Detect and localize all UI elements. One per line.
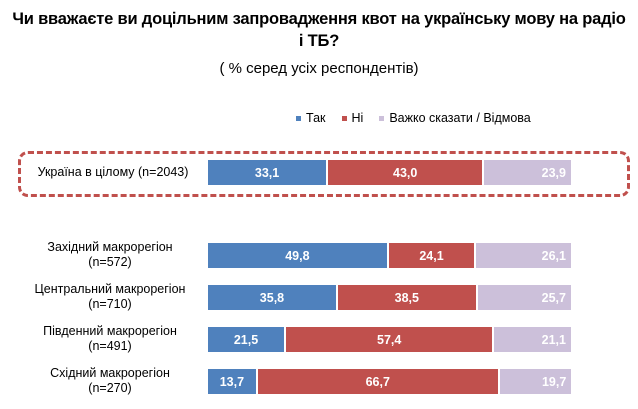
data-label: 38,5 (394, 290, 419, 305)
category-label: Південний макрорегіон (n=491) (20, 324, 200, 354)
category-label-line: Західний макрорегіон (47, 240, 173, 254)
bar-segment-no: 24,1 (388, 243, 477, 268)
category-label: Центральний макрорегіон (n=710) (20, 282, 200, 312)
data-label: 35,8 (259, 290, 285, 305)
data-label: 19,7 (541, 374, 567, 389)
data-label: 23,9 (541, 165, 566, 180)
category-label-line: Центральний макрорегіон (34, 282, 186, 296)
data-label: 49,8 (285, 248, 310, 263)
data-label: 24,1 (419, 248, 444, 263)
legend-item-no: Ні (341, 111, 364, 125)
bar-segment-no: 66,7 (257, 369, 500, 394)
stacked-bar: 21,5 57,4 21,1 (208, 327, 571, 352)
data-label: 13,7 (219, 374, 245, 389)
stacked-bar: 49,8 24,1 26,1 (208, 243, 571, 268)
legend-label-no: Ні (351, 111, 364, 125)
category-label-line: (n=491) (88, 339, 132, 353)
category-label-line: Східний макрорегіон (50, 366, 170, 380)
data-label: 66,7 (365, 374, 390, 389)
legend-swatch-yes (296, 115, 301, 121)
data-label: 43,0 (393, 165, 418, 180)
chart-subtitle: ( % серед усіх респондентів) (219, 60, 419, 77)
data-label: 21,5 (233, 332, 259, 347)
bar-segment-no: 38,5 (337, 285, 478, 310)
data-label: 33,1 (254, 165, 280, 180)
category-label: Західний макрорегіон (n=572) (20, 240, 200, 270)
category-label-line: Південний макрорегіон (43, 324, 177, 338)
bar-segment-hard: 19,7 (499, 369, 572, 394)
legend-label-hard: Важко сказати / Відмова (389, 111, 531, 125)
category-label-line: (n=572) (88, 255, 132, 269)
bar-segment-hard: 23,9 (484, 160, 571, 185)
legend-item-hard: Важко сказати / Відмова (379, 111, 531, 125)
bar-segment-yes: 35,8 (208, 285, 338, 310)
bar-segment-yes: 13,7 (208, 369, 258, 394)
bar-segment-hard: 25,7 (477, 285, 571, 310)
chart-title: Чи вважаєте ви доцільним запровадження к… (0, 8, 638, 52)
bar-segment-no: 57,4 (286, 327, 495, 352)
legend: Так Ні Важко сказати / Відмова (296, 111, 547, 125)
data-label: 21,1 (541, 332, 566, 347)
category-label-line: (n=270) (88, 381, 132, 395)
data-label: 57,4 (377, 332, 402, 347)
bar-segment-hard: 21,1 (494, 327, 571, 352)
bar-segment-yes: 21,5 (208, 327, 287, 352)
category-label-line: (n=710) (88, 297, 132, 311)
bar-segment-yes: 33,1 (208, 160, 329, 185)
legend-swatch-no (341, 115, 347, 121)
chart-title-line2: і ТБ? (298, 32, 340, 50)
legend-item-yes: Так (296, 111, 326, 125)
bar-segment-no: 43,0 (328, 160, 485, 185)
stacked-bar: 35,8 38,5 25,7 (208, 285, 571, 310)
legend-label-yes: Так (306, 111, 326, 125)
data-label: 25,7 (541, 290, 566, 305)
chart-title-line1: Чи вважаєте ви доцільним запровадження к… (12, 10, 626, 28)
bar-segment-hard: 26,1 (476, 243, 571, 268)
category-label: Україна в цілому (n=2043) (24, 165, 202, 180)
stacked-bar: 33,1 43,0 23,9 (208, 160, 571, 185)
category-label-line: Україна в цілому (n=2043) (37, 165, 189, 179)
bar-segment-yes: 49,8 (208, 243, 389, 268)
data-label: 26,1 (541, 248, 566, 263)
category-label: Східний макрорегіон (n=270) (20, 366, 200, 396)
legend-swatch-hard (379, 115, 385, 121)
highlight-frame (18, 151, 630, 197)
stacked-bar: 13,7 66,7 19,7 (208, 369, 572, 394)
